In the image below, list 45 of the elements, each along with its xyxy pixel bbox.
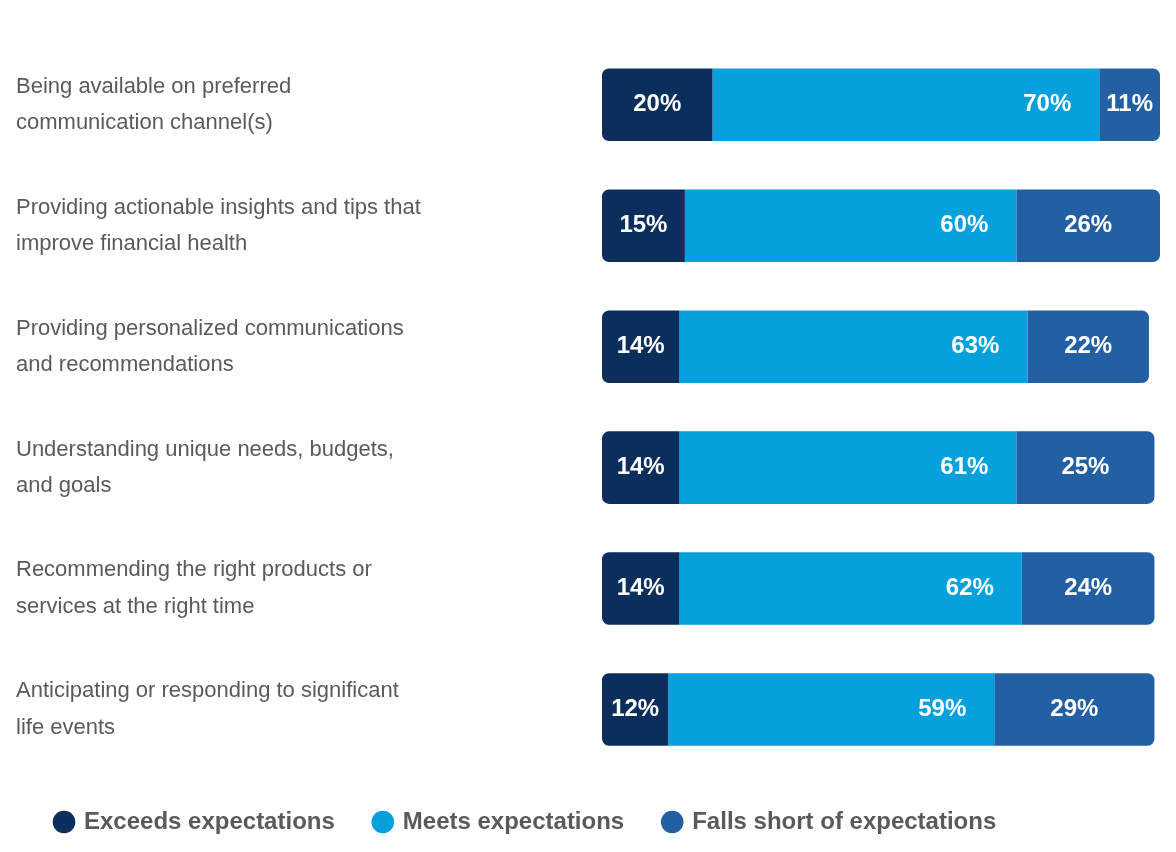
data-label: 29% (1050, 694, 1099, 722)
data-label: 20% (633, 89, 682, 117)
data-label: 14% (616, 331, 665, 359)
y-tick-label: Recommending the right products or services at the right time (16, 556, 372, 618)
bar (1099, 68, 1160, 142)
bar (602, 310, 680, 383)
data-label: 14% (616, 573, 665, 601)
y-tick-label: Being available on preferred communication channel(s) (16, 72, 292, 134)
data-label: 59% (918, 694, 967, 722)
bar (684, 189, 1017, 263)
bar (994, 673, 1155, 746)
bar (602, 552, 680, 625)
bar (1016, 189, 1160, 263)
bar (679, 310, 1028, 383)
bar (602, 189, 685, 263)
data-label: 24% (1064, 573, 1113, 601)
bar (679, 552, 1022, 625)
data-label: 60% (940, 210, 989, 238)
data-label: 61% (940, 452, 989, 480)
bar (668, 673, 995, 746)
data-label: 70% (1023, 89, 1072, 117)
data-label: 14% (616, 452, 665, 480)
data-label: 12% (611, 694, 660, 722)
data-label: 25% (1061, 452, 1110, 480)
data-label: 63% (951, 331, 1000, 359)
data-label: 62% (945, 573, 994, 601)
legend-label: Falls short of expectations (692, 806, 997, 834)
y-tick-label: Understanding unique needs, budgets, and goals (16, 435, 394, 497)
bar (602, 68, 713, 142)
y-tick-label: Anticipating or responding to significant life events (16, 677, 399, 739)
bar (1027, 310, 1149, 383)
data-label: 26% (1064, 210, 1113, 238)
bar (1016, 431, 1155, 504)
data-label: 15% (619, 210, 668, 238)
y-tick-label: Providing personalized communications and recommendations (16, 314, 404, 376)
bar (712, 68, 1100, 142)
y-tick-label: Providing actionable insights and tips that improve financial health (16, 193, 421, 255)
bar (602, 673, 669, 746)
bar (1021, 552, 1155, 625)
bar (679, 431, 1017, 504)
legend-label: Exceeds expectations (84, 806, 335, 834)
data-label: 22% (1064, 331, 1113, 359)
bar (602, 431, 680, 504)
data-label: 11% (1106, 89, 1153, 117)
legend-label: Meets expectations (402, 806, 625, 834)
